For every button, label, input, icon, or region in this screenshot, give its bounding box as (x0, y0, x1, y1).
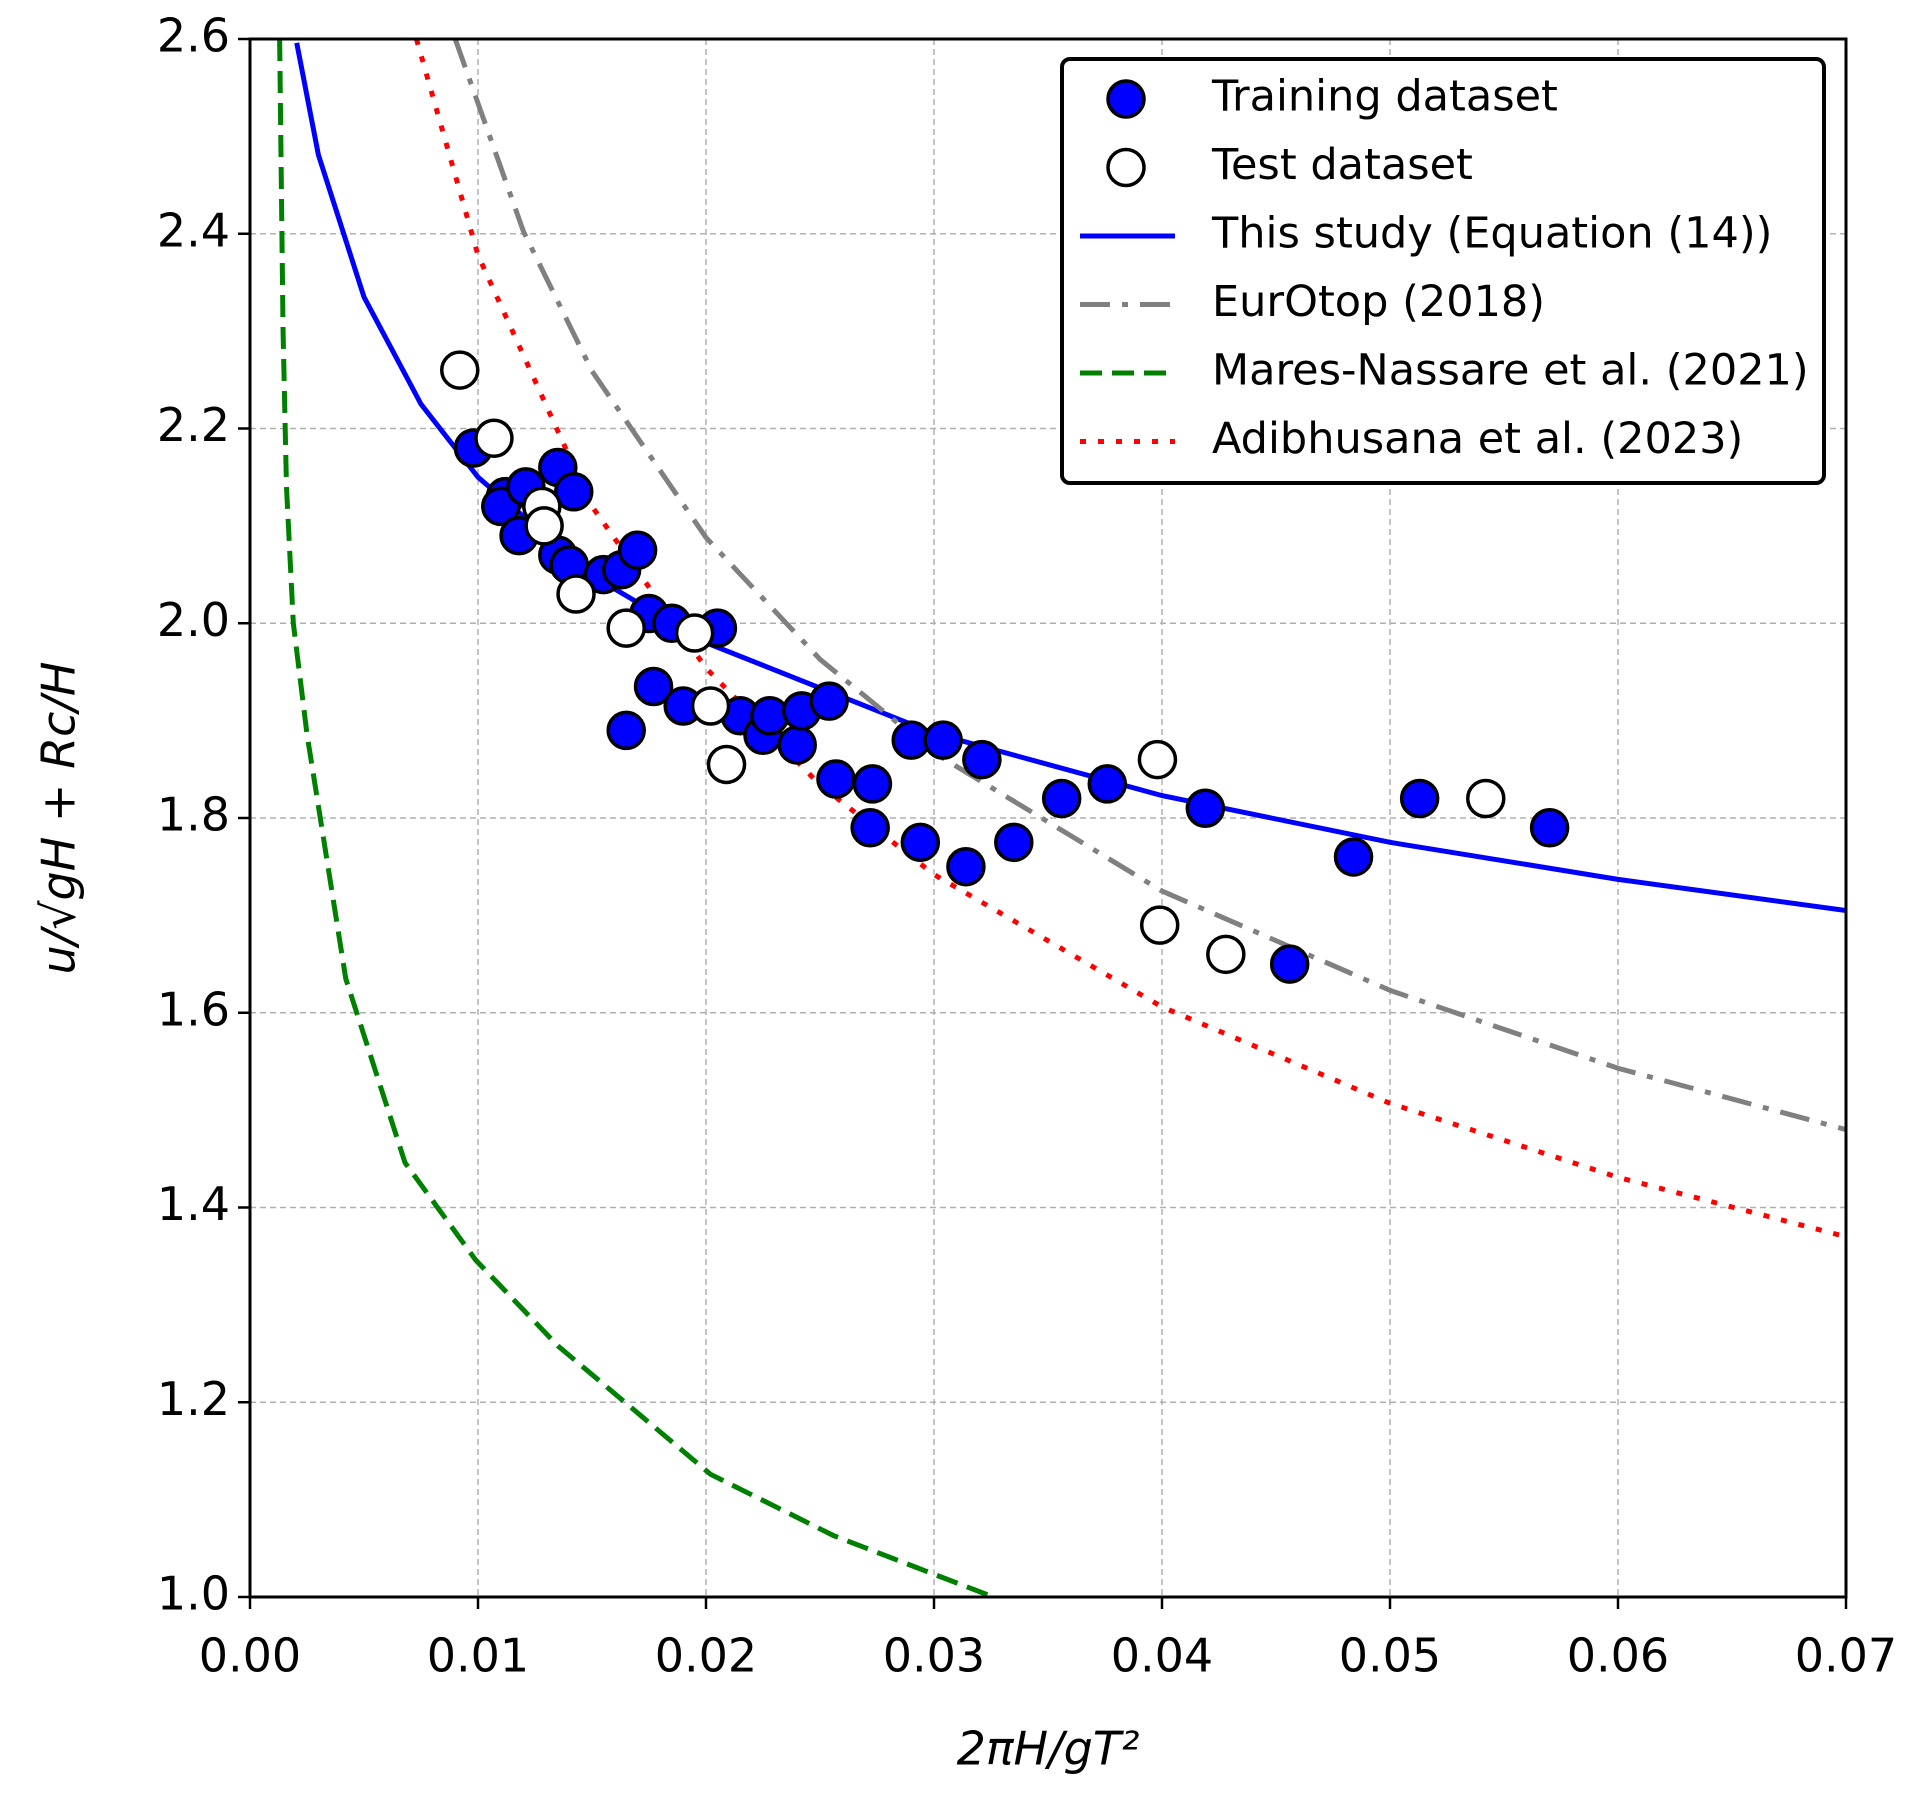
point (750, 696, 790, 736)
point (690, 686, 731, 726)
x-tick-label: 0.01 (427, 1629, 529, 1683)
point (777, 725, 817, 765)
legend-label: Mares-Nassare et al. (2021) (1212, 346, 1809, 396)
point (633, 666, 674, 707)
point (962, 739, 1002, 780)
y-tick-label: 2.6 (157, 9, 230, 63)
point (1139, 905, 1180, 945)
x-tick-label: 0.04 (1111, 1629, 1213, 1683)
point (946, 846, 986, 887)
point (850, 807, 890, 848)
legend-box (1060, 57, 1826, 485)
x-axis-label: 2πH/gT² (957, 1722, 1140, 1776)
x-tick-label: 0.02 (655, 1629, 757, 1683)
point (556, 574, 596, 614)
legend-label: This study (Equation (14)) (1211, 209, 1772, 259)
y-tick-label: 1.0 (157, 1567, 230, 1621)
point (606, 608, 646, 648)
legend-label: Training dataset (1211, 72, 1558, 122)
legend-label: EurOtop (2018) (1212, 277, 1545, 327)
x-tick-label: 0.00 (199, 1629, 301, 1683)
point (617, 530, 658, 570)
line (452, 39, 1846, 1133)
point (1206, 934, 1246, 975)
x-tick-label: 0.03 (883, 1629, 985, 1683)
point (1529, 807, 1570, 848)
legend-label: Adibhusana et al. (2023) (1212, 414, 1743, 464)
y-tick-label: 1.4 (157, 1177, 230, 1231)
point (706, 744, 747, 785)
legend-marker (1106, 147, 1146, 188)
x-tick-label: 0.07 (1795, 1629, 1897, 1683)
y-tick-label: 1.6 (157, 982, 230, 1036)
y-tick-label: 2.4 (157, 203, 230, 257)
line (414, 39, 1846, 1240)
point (809, 681, 849, 721)
point (923, 720, 963, 760)
point (440, 350, 480, 390)
legend-label: Test dataset (1211, 140, 1473, 190)
point (606, 710, 646, 751)
x-tick-label: 0.05 (1339, 1629, 1441, 1683)
y-tick-label: 1.2 (157, 1372, 230, 1426)
point (994, 822, 1034, 863)
plot-area (277, 39, 1846, 1597)
point (674, 613, 715, 653)
point (852, 764, 893, 804)
x-tick-label: 0.06 (1567, 1629, 1669, 1683)
line (277, 39, 995, 1597)
point (816, 759, 856, 799)
y-tick-label: 2.2 (157, 398, 230, 452)
y-axis-label: u/√gH + Rc/H (32, 662, 86, 975)
point (1269, 944, 1310, 984)
legend-marker (1106, 79, 1146, 119)
point (524, 506, 564, 546)
y-tick-label: 1.8 (157, 788, 230, 842)
point (1041, 778, 1082, 819)
point (1466, 778, 1506, 819)
point (1399, 778, 1440, 819)
point (554, 472, 594, 512)
point (1185, 788, 1226, 829)
point (1087, 764, 1128, 804)
point (1333, 837, 1374, 877)
y-tick-label: 2.0 (157, 593, 230, 647)
plot-frame (248, 37, 1848, 1599)
point (474, 418, 514, 458)
point (900, 822, 941, 863)
point (1137, 739, 1178, 780)
